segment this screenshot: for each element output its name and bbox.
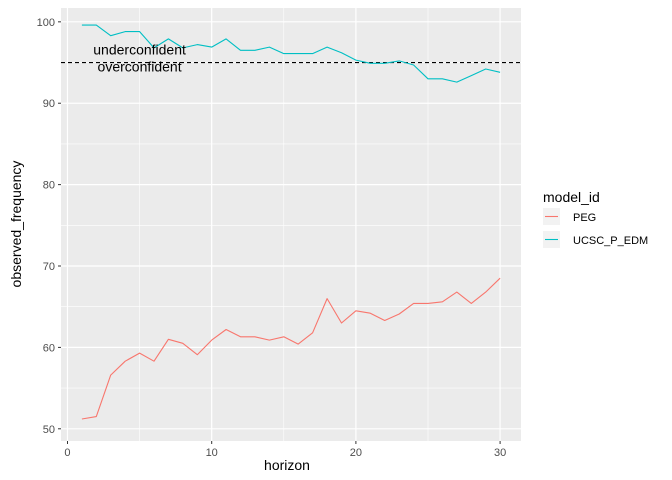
annotation-overconfident: overconfident: [98, 58, 182, 74]
plot-panel: [61, 8, 521, 441]
y-tick-label: 90: [43, 98, 55, 110]
y-tick-label: 100: [37, 17, 55, 29]
series-line-peg: [81, 277, 501, 420]
y-axis: 50 60 70 80 90 100: [37, 17, 61, 436]
x-axis-title: horizon: [264, 457, 310, 473]
x-tick-label: 10: [206, 447, 218, 459]
y-tick-label: 50: [43, 424, 55, 436]
legend: model_id PEG UCSC_P_EDM: [543, 189, 648, 248]
x-tick-label: 20: [350, 447, 362, 459]
legend-title: model_id: [543, 189, 600, 205]
legend-label: PEG: [573, 212, 596, 224]
grid-minor: [61, 8, 521, 441]
x-tick-label: 30: [494, 447, 506, 459]
legend-label: UCSC_P_EDM: [573, 235, 648, 247]
y-tick-label: 60: [43, 342, 55, 354]
x-axis: 0 10 20 30: [64, 441, 506, 459]
y-tick-label: 80: [43, 180, 55, 192]
annotation-underconfident: underconfident: [93, 41, 186, 57]
y-tick-label: 70: [43, 261, 55, 273]
y-axis-title: observed_frequency: [8, 161, 24, 288]
x-tick-label: 0: [64, 447, 70, 459]
grid-major: [61, 8, 521, 441]
legend-items: PEG UCSC_P_EDM: [543, 208, 648, 248]
series-layer: [81, 24, 501, 420]
series-line-ucsc-p-edm: [81, 24, 501, 83]
